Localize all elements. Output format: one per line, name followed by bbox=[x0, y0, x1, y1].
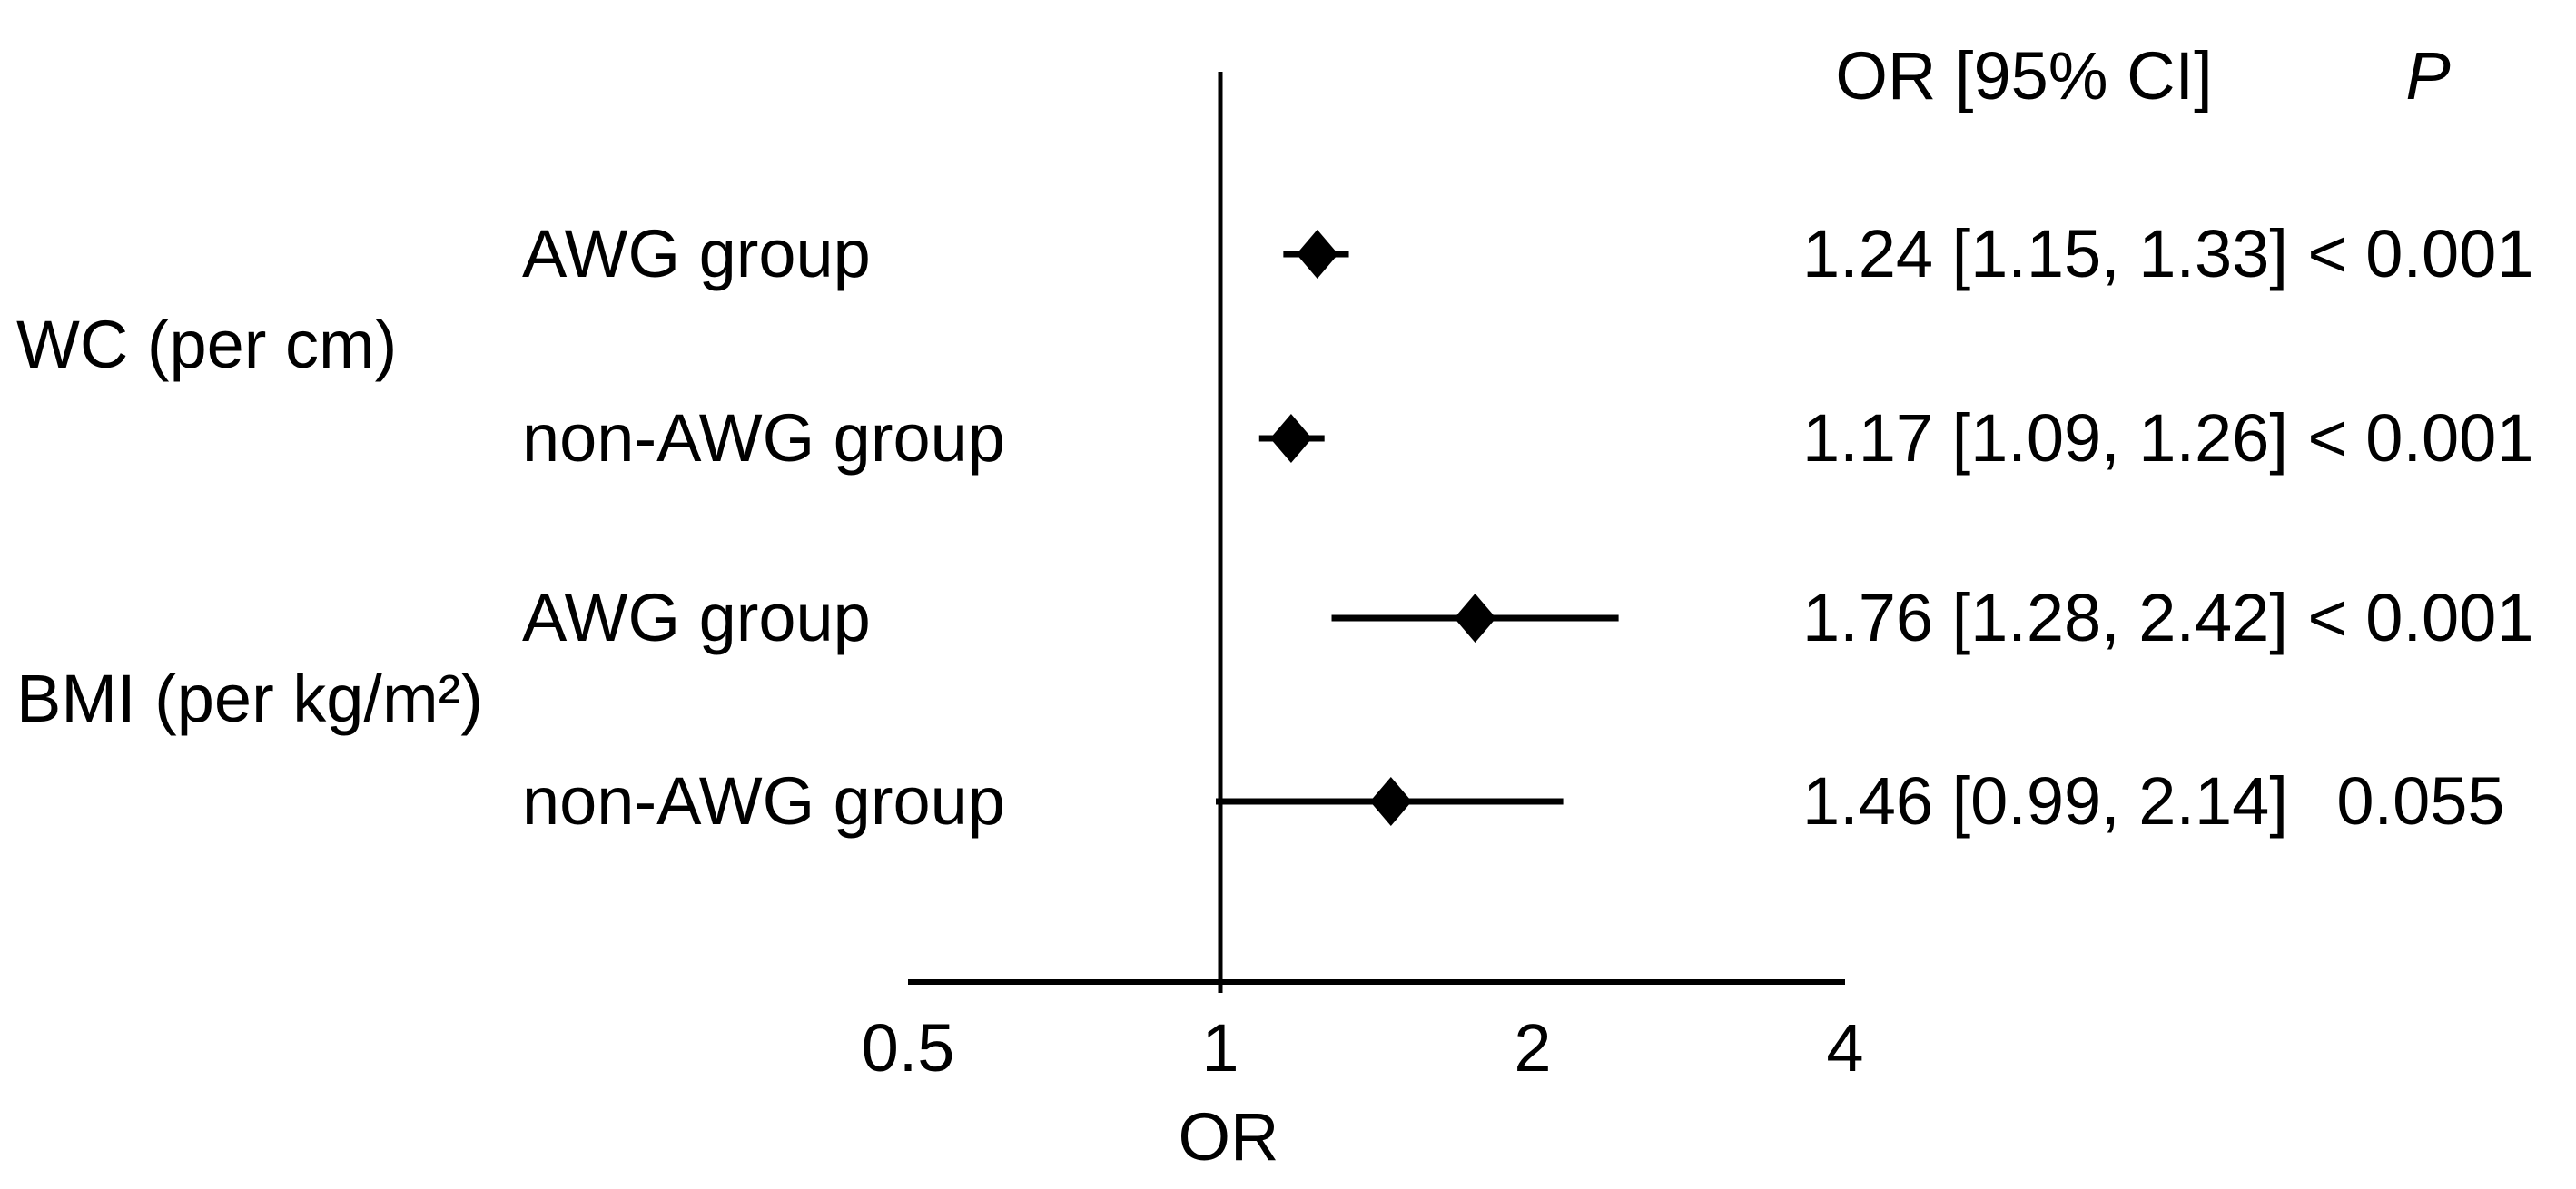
or-diamond-marker bbox=[1269, 414, 1312, 463]
estimate-value: 1.17 [1.09, 1.26] bbox=[1802, 400, 2288, 476]
column-header-or-ci: OR [95% CI] bbox=[1835, 38, 2213, 113]
x-tick-label: 1 bbox=[1201, 1010, 1239, 1086]
p-value: 0.055 bbox=[2336, 763, 2505, 839]
estimate-value: 1.24 [1.15, 1.33] bbox=[1802, 216, 2288, 291]
p-value: < 0.001 bbox=[2307, 216, 2534, 291]
x-tick-label: 4 bbox=[1826, 1010, 1864, 1086]
estimate-value: 1.76 [1.28, 2.42] bbox=[1802, 580, 2288, 655]
p-value: < 0.001 bbox=[2307, 400, 2534, 476]
row-label: non-AWG group bbox=[522, 763, 1005, 839]
row-label: AWG group bbox=[522, 580, 871, 655]
x-tick-label: 0.5 bbox=[861, 1010, 955, 1086]
variable-label: BMI (per kg/m²) bbox=[16, 661, 483, 736]
x-axis-title: OR bbox=[1178, 1099, 1279, 1174]
or-diamond-marker bbox=[1296, 230, 1338, 279]
or-diamond-marker bbox=[1454, 594, 1496, 643]
or-diamond-marker bbox=[1369, 777, 1412, 826]
column-header-p: P bbox=[2405, 38, 2451, 113]
p-value: < 0.001 bbox=[2307, 580, 2534, 655]
row-label: non-AWG group bbox=[522, 400, 1005, 476]
estimate-value: 1.46 [0.99, 2.14] bbox=[1802, 763, 2288, 839]
row-label: AWG group bbox=[522, 216, 871, 291]
variable-label: WC (per cm) bbox=[16, 307, 398, 382]
x-tick-label: 2 bbox=[1514, 1010, 1552, 1086]
